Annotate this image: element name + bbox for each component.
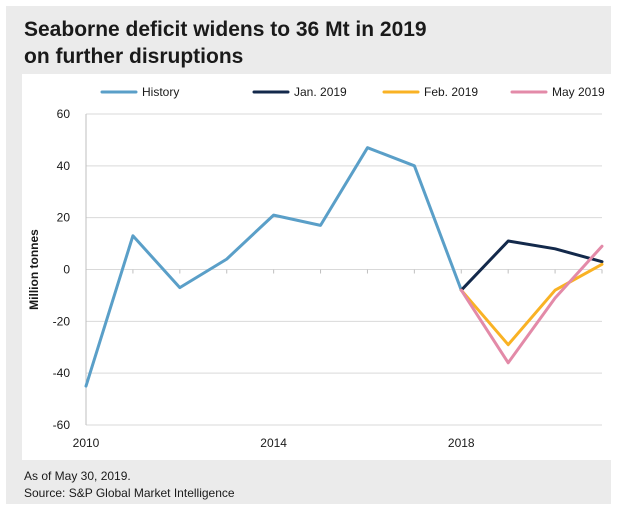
chart-title-line-2: on further disruptions: [24, 45, 244, 68]
gridlines: [86, 113, 602, 426]
y-tick-label: 60: [57, 107, 71, 121]
series-lines: [84, 146, 604, 388]
legend-label-history: History: [142, 85, 179, 99]
chart-title-line-1: Seaborne deficit widens to 36 Mt in 2019: [24, 18, 427, 41]
y-tick-label: -20: [53, 314, 71, 328]
series-line-may-2019: [459, 244, 604, 365]
legend-label-jan-2019: Jan. 2019: [294, 85, 347, 99]
chart-footer: As of May 30, 2019. Source: S&P Global M…: [24, 468, 604, 502]
x-tick-label: 2010: [73, 436, 100, 450]
series-line-jan-2019: [459, 239, 604, 292]
x-tick-label: 2014: [260, 436, 287, 450]
legend-label-feb-2019: Feb. 2019: [424, 85, 478, 99]
legend: History Jan. 2019 Feb. 2019 May 2019: [100, 85, 605, 99]
y-tick-label: 40: [57, 159, 71, 173]
y-tick-label: -40: [53, 366, 71, 380]
series-line-history: [84, 146, 463, 388]
chart-panel: 60 40 20 0 -20 -40 -60 2010 2014 2018 History Jan.…: [22, 74, 614, 460]
y-tick-label: 20: [57, 211, 71, 225]
footer-as-of: As of May 30, 2019.: [24, 469, 131, 483]
legend-label-may-2019: May 2019: [552, 85, 605, 99]
x-tick-label: 2018: [448, 436, 475, 450]
chart-title: Seaborne deficit widens to 36 Mt in 2019…: [24, 16, 604, 70]
y-axis-title: Million tonnes: [27, 229, 41, 310]
y-tick-label: 0: [63, 263, 70, 277]
y-tick-label: -60: [53, 418, 71, 432]
series-line-feb-2019: [459, 262, 604, 347]
chart-frame: Seaborne deficit widens to 36 Mt in 2019…: [6, 6, 614, 504]
footer-source: Source: S&P Global Market Intelligence: [24, 486, 235, 500]
